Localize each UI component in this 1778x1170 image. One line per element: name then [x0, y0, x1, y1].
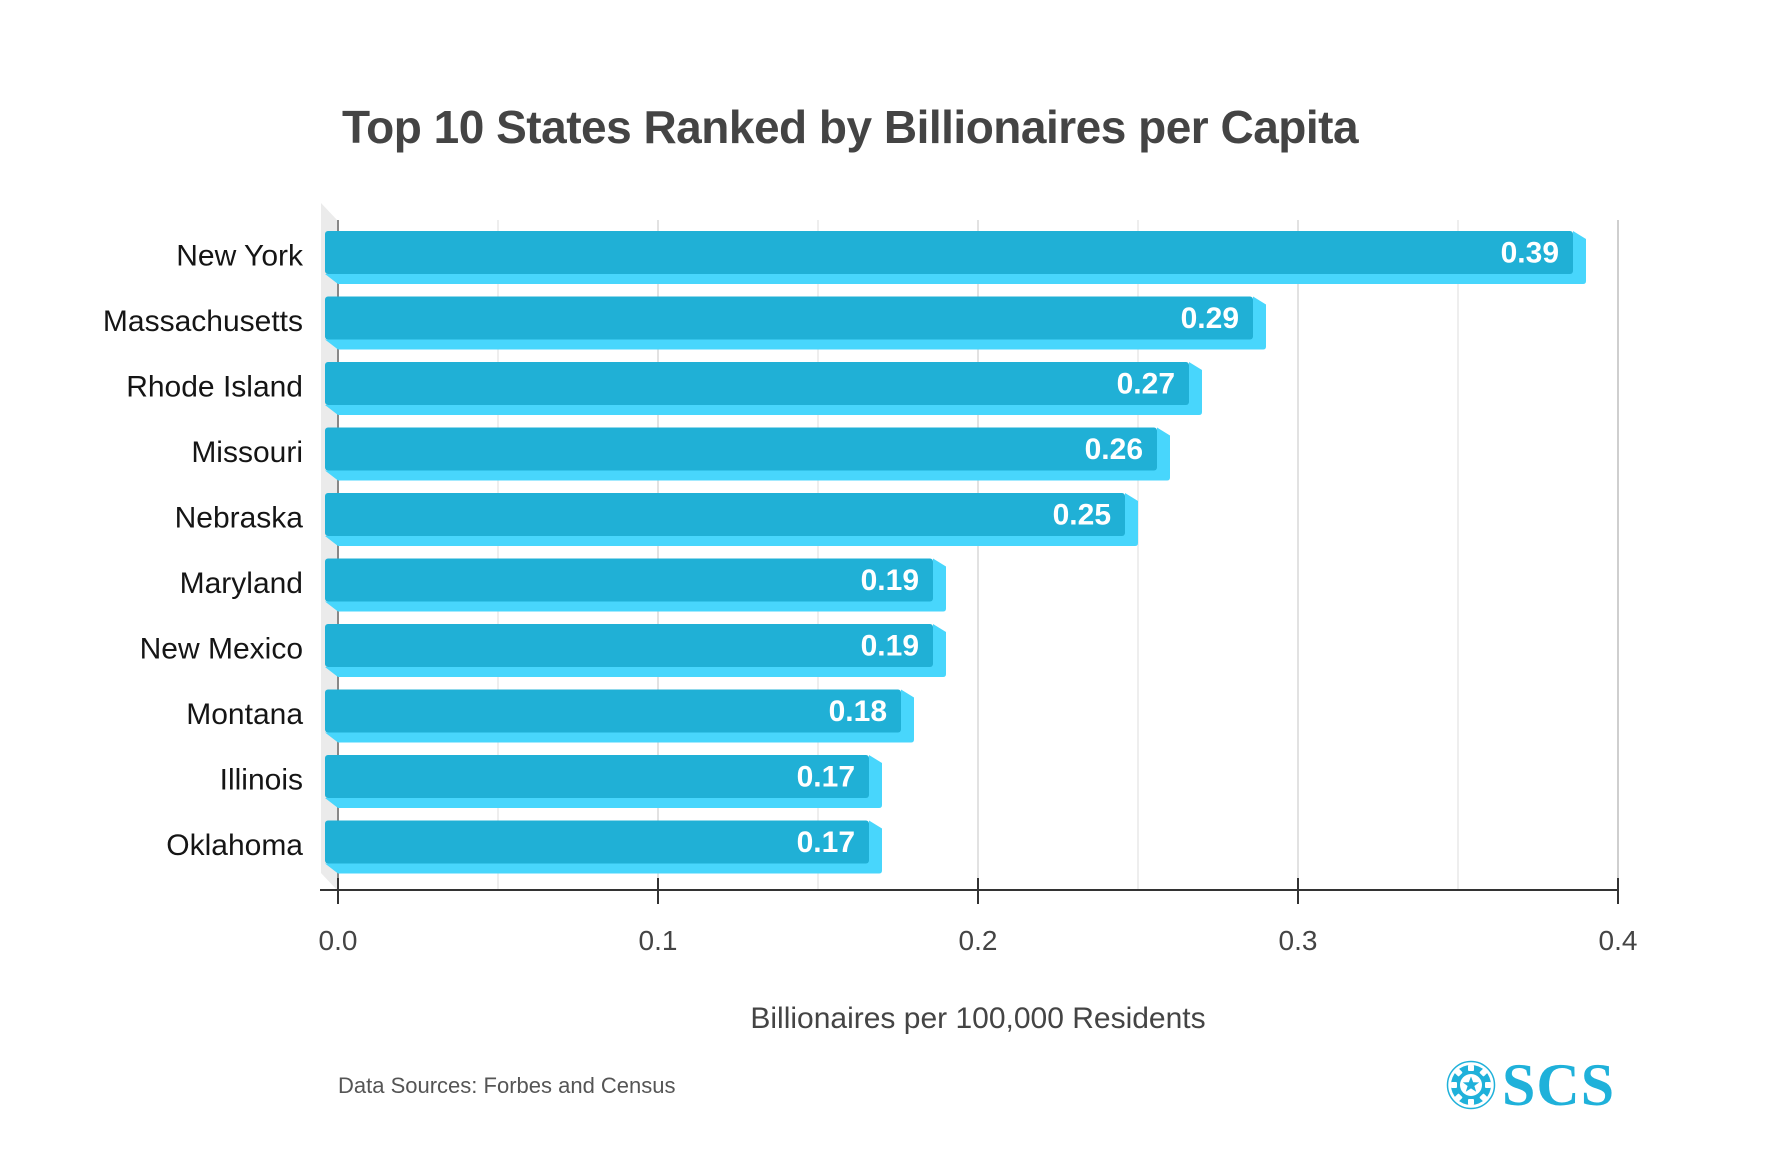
bar [325, 493, 1125, 536]
data-source-note: Data Sources: Forbes and Census [338, 1073, 676, 1098]
bar-group: 0.19 [325, 558, 946, 612]
bar-group: 0.17 [325, 755, 882, 808]
bar [325, 624, 933, 667]
data-label: 0.26 [1085, 433, 1143, 466]
bar-bevel [325, 863, 338, 874]
data-label: 0.25 [1053, 499, 1111, 532]
data-label: 0.27 [1117, 368, 1175, 401]
data-label: 0.19 [861, 564, 919, 597]
data-label: 0.17 [797, 761, 855, 794]
y-tick-label: Illinois [220, 764, 303, 797]
x-tick-label: 0.3 [1279, 925, 1318, 956]
bar-bevel [325, 274, 338, 284]
bar [325, 427, 1157, 471]
bar-group: 0.29 [325, 296, 1266, 350]
x-axis-title: Billionaires per 100,000 Residents [750, 1002, 1205, 1035]
x-tick-label: 0.2 [959, 925, 998, 956]
y-tick-label: Oklahoma [166, 829, 303, 862]
chart-title: Top 10 States Ranked by Billionaires per… [342, 101, 1359, 153]
data-label: 0.39 [1501, 237, 1559, 270]
data-label: 0.17 [797, 826, 855, 859]
scs-logo: SCS [1446, 1055, 1615, 1115]
y-tick-label: Rhode Island [126, 371, 303, 404]
casino-chip-star-icon [1446, 1060, 1496, 1110]
data-label: 0.29 [1181, 302, 1239, 335]
x-tick-label: 0.4 [1599, 925, 1638, 956]
bars: 0.39 0.290.27 0.26 0.25 0.19 0.19 0.18 0.17 0.17 [325, 231, 1586, 874]
x-tick-label: 0.1 [639, 925, 678, 956]
data-label: 0.18 [829, 695, 887, 728]
bar [325, 231, 1573, 274]
bar [325, 689, 901, 733]
bar-bevel [325, 667, 338, 677]
bar-bevel [325, 405, 338, 415]
y-tick-label: New Mexico [140, 633, 303, 666]
bar-group: 0.27 [325, 362, 1202, 415]
bar [325, 362, 1189, 405]
bar-bevel [325, 470, 338, 481]
bar [325, 296, 1253, 340]
bar [325, 558, 933, 602]
bar-group: 0.26 [325, 427, 1170, 481]
y-tick-label: Nebraska [175, 502, 304, 535]
logo-text: SCS [1502, 1052, 1616, 1118]
bar [325, 820, 869, 864]
bar-group: 0.25 [325, 493, 1138, 546]
x-tick-label: 0.0 [319, 925, 358, 956]
bar-group: 0.19 [325, 624, 946, 677]
y-tick-label: Massachusetts [103, 305, 303, 338]
data-label: 0.19 [861, 630, 919, 663]
bar-bevel [325, 601, 338, 612]
bar [325, 755, 869, 798]
y-tick-label: Maryland [180, 567, 303, 600]
y-tick-label: New York [176, 240, 304, 273]
bar-group: 0.17 [325, 820, 882, 874]
bar-bevel [325, 798, 338, 808]
y-axis-labels: New York Massachusetts Rhode Island Missour… [103, 240, 304, 863]
bar-bevel [325, 732, 338, 743]
bar-bevel [325, 339, 338, 350]
y-tick-label: Montana [186, 698, 303, 731]
bar-group: 0.18 [325, 689, 914, 743]
x-axis: 0.0 0.1 0.2 0.3 0.4 [319, 878, 1638, 956]
y-tick-label: Missouri [191, 436, 303, 469]
bar-group: 0.39 [325, 231, 1586, 284]
bar-bevel [325, 536, 338, 546]
